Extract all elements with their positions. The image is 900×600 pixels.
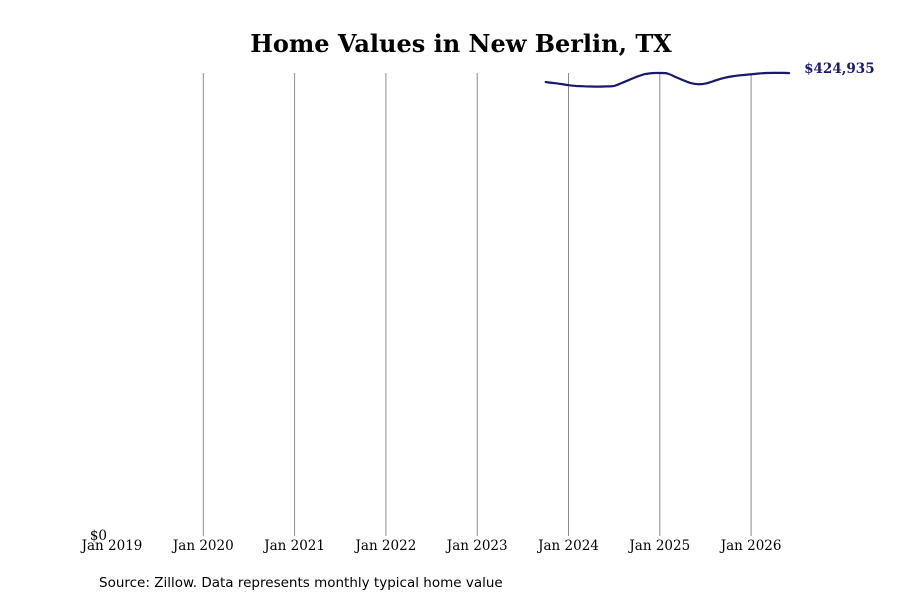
x-axis-ticks: Jan 2019 Jan 2020 Jan 2021 Jan 2022 Jan 2023… <box>80 538 782 554</box>
grid-lines <box>202 73 752 536</box>
x-tick-label: Jan 2026 <box>719 538 782 554</box>
end-value-label: $424,935 <box>804 61 874 77</box>
x-tick-label: Jan 2025 <box>627 538 690 554</box>
x-tick-label: Jan 2022 <box>353 538 416 554</box>
x-tick-label: Jan 2023 <box>445 538 508 554</box>
x-tick-label: Jan 2019 <box>80 538 143 554</box>
series-lines: $424,935 <box>544 61 875 88</box>
y-axis-ticks: $0 <box>90 528 107 544</box>
y-tick-label: $0 <box>90 528 107 544</box>
chart-title: Home Values in New Berlin, TX <box>250 29 672 58</box>
source-note: Source: Zillow. Data represents monthly … <box>99 575 503 591</box>
x-tick-label: Jan 2024 <box>536 538 599 554</box>
x-tick-label: Jan 2020 <box>171 538 234 554</box>
x-tick-label: Jan 2021 <box>262 538 325 554</box>
series-line <box>544 71 791 88</box>
